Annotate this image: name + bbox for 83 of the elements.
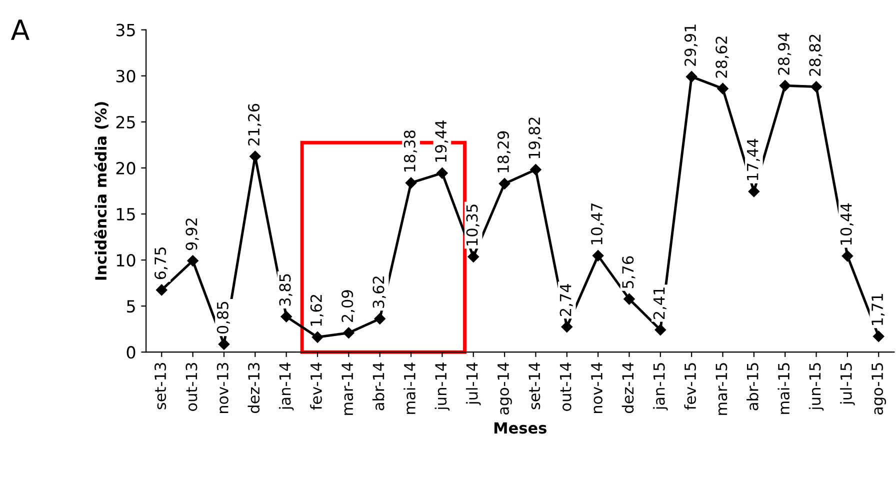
x-tick-label: abr-15 bbox=[746, 363, 758, 410]
x-tick-label: fev-15 bbox=[684, 363, 696, 410]
point bbox=[592, 250, 604, 262]
data-label: 6,75 bbox=[154, 248, 168, 280]
x-tick-label: dez-14 bbox=[622, 362, 634, 414]
data-label: 19,82 bbox=[528, 118, 542, 158]
x-tick-label: out-14 bbox=[560, 362, 572, 411]
x-tick-label: mar-14 bbox=[342, 362, 354, 415]
data-label: 21,26 bbox=[248, 104, 262, 146]
y-tick-label: 20 bbox=[116, 162, 136, 175]
x-tick-label: ago-14 bbox=[498, 362, 512, 415]
y-axis-title: Incidência média (%) bbox=[94, 102, 108, 280]
point bbox=[218, 338, 230, 350]
x-tick-label: set-14 bbox=[528, 362, 540, 410]
data-label: 18,38 bbox=[404, 130, 418, 172]
data-label: 5,76 bbox=[622, 256, 636, 288]
data-label: 1,62 bbox=[310, 294, 324, 326]
x-tick-label: out-13 bbox=[186, 363, 198, 411]
data-label: 2,41 bbox=[653, 288, 666, 320]
point bbox=[280, 311, 292, 322]
data-label: 18,29 bbox=[497, 131, 511, 172]
x-tick-label: jan-14 bbox=[278, 362, 294, 410]
x-tick-label: dez-13 bbox=[248, 363, 260, 414]
point bbox=[468, 251, 479, 262]
point bbox=[374, 313, 386, 324]
x-tick-label: nov-13 bbox=[216, 363, 228, 414]
point bbox=[405, 177, 417, 188]
data-label: 10,44 bbox=[840, 203, 854, 245]
point bbox=[624, 293, 635, 305]
point bbox=[343, 327, 354, 338]
x-tick-label: mai-14 bbox=[404, 362, 416, 414]
text: A bbox=[10, 20, 30, 40]
data-label: 9,92 bbox=[186, 218, 199, 250]
data-label: 3,62 bbox=[372, 276, 386, 308]
x-tick-label: jan-15 bbox=[653, 363, 668, 410]
x-tick-label: jun-15 bbox=[808, 363, 824, 411]
data-label: 10,47 bbox=[590, 204, 604, 244]
point bbox=[717, 82, 728, 94]
data-label: 10,35 bbox=[466, 204, 480, 246]
point bbox=[156, 284, 168, 296]
x-tick-label: jul-15 bbox=[840, 363, 855, 406]
data-label: 19,44 bbox=[435, 120, 448, 162]
point bbox=[873, 330, 884, 342]
data-label: 17,44 bbox=[747, 138, 760, 180]
x-tick-label: set-13 bbox=[154, 363, 166, 410]
y-tick-label: 35 bbox=[116, 24, 135, 36]
data-label: 2,09 bbox=[342, 290, 355, 322]
x-tick-label: ago-15 bbox=[872, 363, 886, 415]
y-tick-label: 10 bbox=[116, 254, 136, 267]
point bbox=[748, 186, 760, 198]
data-label: 28,62 bbox=[716, 36, 729, 78]
point bbox=[436, 167, 448, 179]
x-axis-title: Meses bbox=[494, 422, 546, 434]
point bbox=[779, 80, 791, 92]
point bbox=[561, 321, 572, 332]
data-label: 28,82 bbox=[809, 34, 822, 76]
point bbox=[654, 324, 666, 336]
y-tick-label: 5 bbox=[127, 300, 135, 313]
point bbox=[842, 250, 854, 262]
y-tick-label: 25 bbox=[116, 116, 135, 128]
data-label: 0,85 bbox=[216, 302, 230, 334]
y-tick-label: 15 bbox=[116, 208, 135, 221]
x-tick-label: fev-14 bbox=[310, 362, 322, 410]
point bbox=[810, 81, 822, 92]
data-label: 1,71 bbox=[872, 294, 885, 325]
point bbox=[187, 255, 198, 266]
x-tick-label: jul-14 bbox=[466, 362, 481, 406]
x-tick-label: mar-15 bbox=[716, 363, 728, 415]
data-label: 3,85 bbox=[279, 274, 292, 306]
y-tick-label: 30 bbox=[116, 70, 136, 82]
point bbox=[686, 71, 698, 82]
point bbox=[312, 332, 324, 343]
point bbox=[530, 164, 542, 176]
x-tick-label: jun-14 bbox=[434, 362, 450, 411]
y-tick-label: 0 bbox=[126, 346, 136, 359]
x-tick-label: mai-15 bbox=[778, 363, 790, 414]
data-label: 29,91 bbox=[684, 24, 698, 66]
x-tick-label: abr-14 bbox=[372, 362, 384, 410]
data-label: 2,74 bbox=[560, 284, 573, 316]
point bbox=[250, 150, 261, 162]
x-tick-label: nov-14 bbox=[591, 362, 602, 414]
point bbox=[498, 178, 510, 190]
data-label: 28,94 bbox=[778, 33, 792, 75]
